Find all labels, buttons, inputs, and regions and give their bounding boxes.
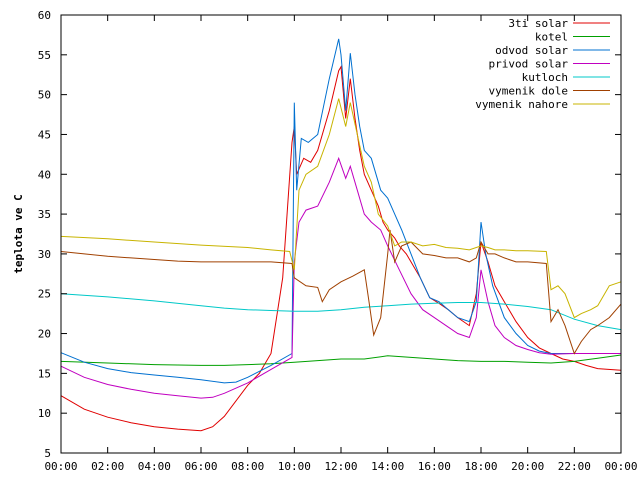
y-tick-label-5: 30 — [38, 248, 51, 261]
x-tick-label-7: 14:00 — [371, 460, 404, 473]
ticks-layer: 00:00 02:00 04:00 06:00 08:00 10:00 12:00 14:00… — [38, 9, 638, 473]
x-tick-label-6: 12:00 — [324, 460, 357, 473]
y-tick-label-0: 5 — [44, 447, 51, 460]
legend-label-3: privod solar — [489, 58, 569, 71]
series-layer — [60, 38, 622, 432]
legend-label-4: kutloch — [522, 71, 568, 84]
legend-label-1: kotel — [535, 31, 568, 44]
series-line-3 — [60, 156, 621, 399]
legend-label-5: vymenik dole — [489, 85, 568, 98]
y-axis-label: teplota ve C — [12, 194, 25, 273]
x-tick-label-0: 00:00 — [44, 460, 77, 473]
y-tick-label-10: 55 — [38, 49, 51, 62]
y-tick-label-6: 35 — [38, 208, 51, 221]
series-line-1 — [60, 354, 622, 366]
y-tick-label-3: 20 — [38, 328, 51, 341]
series-line-4 — [60, 293, 622, 331]
x-tick-label-11: 22:00 — [558, 460, 591, 473]
series-line-5 — [60, 229, 622, 355]
series-line-6 — [60, 98, 622, 319]
y-tick-label-8: 45 — [38, 128, 51, 141]
x-tick-label-4: 08:00 — [231, 460, 264, 473]
x-tick-label-12: 00:00 — [604, 460, 637, 473]
x-tick-label-10: 20:00 — [511, 460, 544, 473]
x-tick-label-5: 10:00 — [278, 460, 311, 473]
x-tick-label-1: 02:00 — [91, 460, 124, 473]
y-tick-label-11: 60 — [38, 9, 51, 22]
legend-label-0: 3ti solar — [508, 17, 568, 30]
legend-label-2: odvod solar — [495, 44, 568, 57]
x-tick-label-3: 06:00 — [184, 460, 217, 473]
x-tick-label-2: 04:00 — [138, 460, 171, 473]
x-tick-label-8: 16:00 — [418, 460, 451, 473]
y-tick-label-2: 15 — [38, 367, 51, 380]
x-tick-label-9: 18:00 — [464, 460, 497, 473]
legend-label-6: vymenik nahore — [475, 98, 568, 111]
series-line-0 — [60, 65, 622, 432]
y-tick-label-1: 10 — [38, 407, 51, 420]
series-line-2 — [60, 38, 621, 384]
y-tick-label-9: 50 — [38, 89, 51, 102]
y-tick-label-7: 40 — [38, 168, 51, 181]
y-tick-label-4: 25 — [38, 288, 51, 301]
